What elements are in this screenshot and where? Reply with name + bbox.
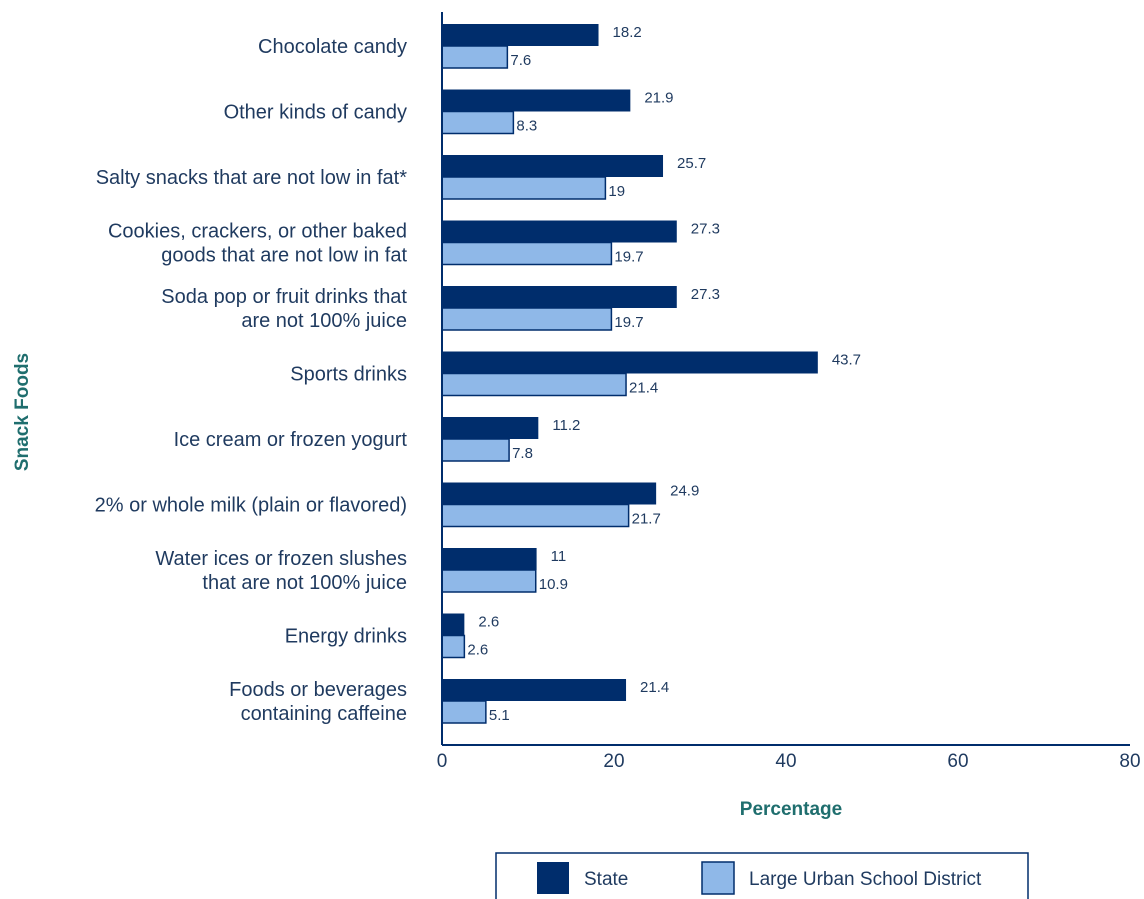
- bar-state: [442, 155, 664, 177]
- x-tick-label: 0: [437, 751, 448, 772]
- data-label-state: 43.7: [832, 352, 861, 369]
- legend-swatch-state: [537, 862, 569, 894]
- data-label-district: 7.6: [510, 52, 531, 69]
- legend-label-state: State: [584, 869, 628, 890]
- category-label-line: containing caffeine: [241, 703, 407, 725]
- category-label: 2% or whole milk (plain or flavored): [95, 495, 407, 517]
- data-label-district: 21.4: [629, 380, 658, 397]
- x-axis-title: Percentage: [740, 799, 842, 820]
- x-tick-label: 20: [603, 751, 624, 772]
- bar-state: [442, 286, 677, 308]
- data-label-state: 2.6: [478, 614, 499, 631]
- bar-district: [441, 634, 466, 659]
- bar-district: [441, 307, 613, 331]
- data-label-district: 10.9: [539, 576, 568, 593]
- category-label-line: Water ices or frozen slushes: [155, 548, 407, 570]
- data-label-state: 18.2: [613, 24, 642, 41]
- bar-district: [441, 700, 487, 724]
- bar-district: [441, 176, 607, 200]
- data-label-district: 2.6: [467, 642, 488, 659]
- x-tick-label: 40: [775, 751, 796, 772]
- data-label-state: 21.4: [640, 679, 669, 696]
- data-label-state: 25.7: [677, 155, 706, 172]
- category-label-line: Salty snacks that are not low in fat*: [96, 167, 407, 189]
- category-label-line: are not 100% juice: [241, 310, 407, 332]
- category-label: Sports drinks: [290, 364, 407, 386]
- category-label-line: Foods or beverages: [229, 679, 407, 701]
- category-label-line: Energy drinks: [285, 626, 407, 648]
- data-label-district: 7.8: [512, 445, 533, 462]
- data-label-district: 8.3: [516, 118, 537, 135]
- category-label: Salty snacks that are not low in fat*: [96, 167, 407, 189]
- bar-district: [441, 372, 627, 397]
- category-label-line: that are not 100% juice: [202, 572, 407, 594]
- data-label-state: 24.9: [670, 483, 699, 500]
- category-label-line: 2% or whole milk (plain or flavored): [95, 495, 407, 517]
- category-label: Ice cream or frozen yogurt: [174, 429, 408, 451]
- bar-district: [441, 241, 613, 266]
- data-label-state: 21.9: [644, 90, 673, 107]
- category-label: Foods or beverages containing caffeine: [229, 679, 407, 725]
- y-axis-title: Snack Foods: [12, 353, 33, 471]
- bar-district: [441, 110, 515, 135]
- x-tick-label: 60: [947, 751, 968, 772]
- bar-district: [441, 569, 537, 593]
- x-tick-label: 80: [1119, 751, 1140, 772]
- category-label-line: goods that are not low in fat: [161, 245, 407, 267]
- bar-state: [442, 482, 657, 505]
- bar-state: [442, 24, 599, 46]
- bar-district: [441, 45, 509, 69]
- category-label-line: Sports drinks: [290, 364, 407, 386]
- category-label-line: Other kinds of candy: [224, 102, 407, 124]
- category-label: Energy drinks: [285, 626, 407, 648]
- category-label-line: Cookies, crackers, or other baked: [108, 221, 407, 243]
- data-label-district: 21.7: [632, 511, 661, 528]
- bars-group: 18.2 7.6 21.9 8.3 25.7 19 27.3 19.7 27.3 19.7 43.7…: [441, 24, 861, 724]
- data-label-district: 19: [608, 183, 625, 200]
- legend-label-district: Large Urban School District: [749, 869, 982, 890]
- category-label: Other kinds of candy: [224, 102, 407, 124]
- category-label: Soda pop or fruit drinks that are not 100…: [161, 286, 407, 332]
- category-label: Cookies, crackers, or other baked goods t…: [108, 221, 407, 267]
- category-label-line: Ice cream or frozen yogurt: [174, 429, 408, 451]
- bar-state: [442, 548, 537, 570]
- legend-swatch-district: [701, 861, 735, 895]
- bar-state: [442, 89, 631, 112]
- bar-district: [441, 503, 630, 528]
- data-label-district: 5.1: [489, 707, 510, 724]
- category-label-line: Chocolate candy: [258, 36, 407, 58]
- legend-box: [495, 852, 1029, 899]
- bar-district: [441, 438, 510, 462]
- category-label: Water ices or frozen slushes that are not…: [155, 548, 407, 594]
- data-label-state: 11: [551, 548, 567, 565]
- bar-state: [442, 220, 677, 243]
- data-label-state: 11.2: [552, 417, 580, 434]
- bar-state: [442, 679, 627, 701]
- bar-state: [442, 417, 539, 439]
- category-labels: Chocolate candy Other kinds of candy Salty…: [95, 36, 408, 725]
- data-label-district: 19.7: [614, 314, 643, 331]
- data-label-district: 19.7: [614, 249, 643, 266]
- data-label-state: 27.3: [691, 221, 720, 238]
- x-tick-labels: 0 20 40 60 80: [437, 751, 1141, 772]
- category-label-line: Soda pop or fruit drinks that: [161, 286, 407, 308]
- bar-state: [442, 351, 818, 374]
- category-label: Chocolate candy: [258, 36, 407, 58]
- legend: State Large Urban School District: [495, 852, 1029, 899]
- data-label-state: 27.3: [691, 286, 720, 303]
- bar-state: [442, 613, 465, 636]
